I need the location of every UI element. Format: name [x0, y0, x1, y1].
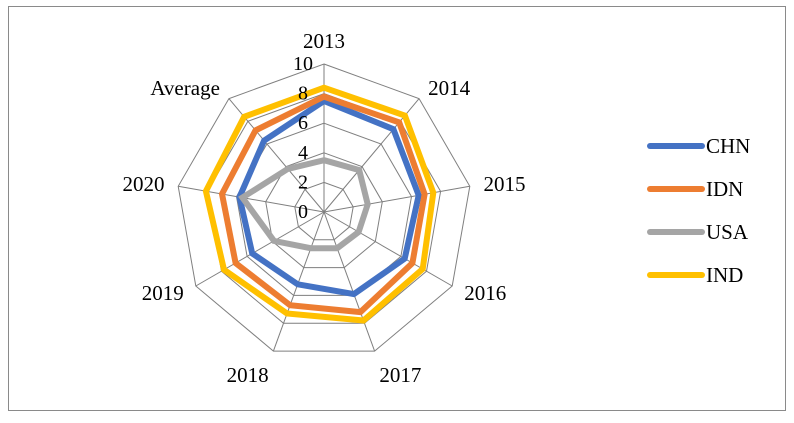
- legend-item-chn: CHN: [647, 134, 750, 158]
- grid-ring: [177, 63, 471, 352]
- chart-area: [8, 6, 786, 411]
- r-tick-label: 4: [298, 142, 308, 164]
- legend-label: IDN: [706, 177, 743, 201]
- legend-item-usa: USA: [647, 220, 749, 244]
- category-label: 2016: [464, 281, 506, 305]
- category-labels: 2013 2014 2015 2016 2017 2018 2019 2020 Average: [123, 29, 526, 387]
- category-label: 2015: [484, 172, 526, 196]
- series-line-usa: [238, 157, 371, 252]
- category-label: 2013: [303, 29, 345, 53]
- legend-label: IND: [706, 263, 743, 287]
- series-layer: [202, 84, 437, 324]
- legend-label: CHN: [706, 134, 750, 158]
- category-label: 2017: [379, 363, 421, 387]
- legend-item-ind: IND: [647, 263, 743, 287]
- series-line-idn: [218, 93, 428, 316]
- r-tick-label: 10: [293, 53, 313, 75]
- series-line-ind: [202, 84, 437, 324]
- grid-spoke: [323, 211, 376, 352]
- legend-item-idn: IDN: [647, 177, 743, 201]
- grid-ring: [294, 181, 354, 241]
- grid-spoke: [323, 211, 453, 287]
- radial-axis-ticks: 0 2 4 6 8 10: [293, 53, 313, 223]
- grid-spoke: [195, 211, 325, 287]
- category-label: 2019: [142, 281, 184, 305]
- category-label: 2020: [123, 172, 165, 196]
- legend-label: USA: [706, 220, 749, 244]
- grid-spoke: [178, 185, 325, 213]
- r-tick-label: 2: [298, 171, 308, 193]
- category-label: 2018: [227, 363, 269, 387]
- r-tick-label: 0: [298, 201, 308, 223]
- legend: CHN IDN USA IND: [647, 134, 750, 287]
- r-tick-label: 8: [298, 83, 308, 105]
- category-label: Average: [150, 76, 220, 100]
- series-line-chn: [236, 97, 422, 298]
- grid-spoke: [323, 185, 470, 213]
- r-tick-label: 6: [298, 112, 308, 134]
- grid-ring: [265, 152, 383, 269]
- category-label: 2014: [428, 76, 471, 100]
